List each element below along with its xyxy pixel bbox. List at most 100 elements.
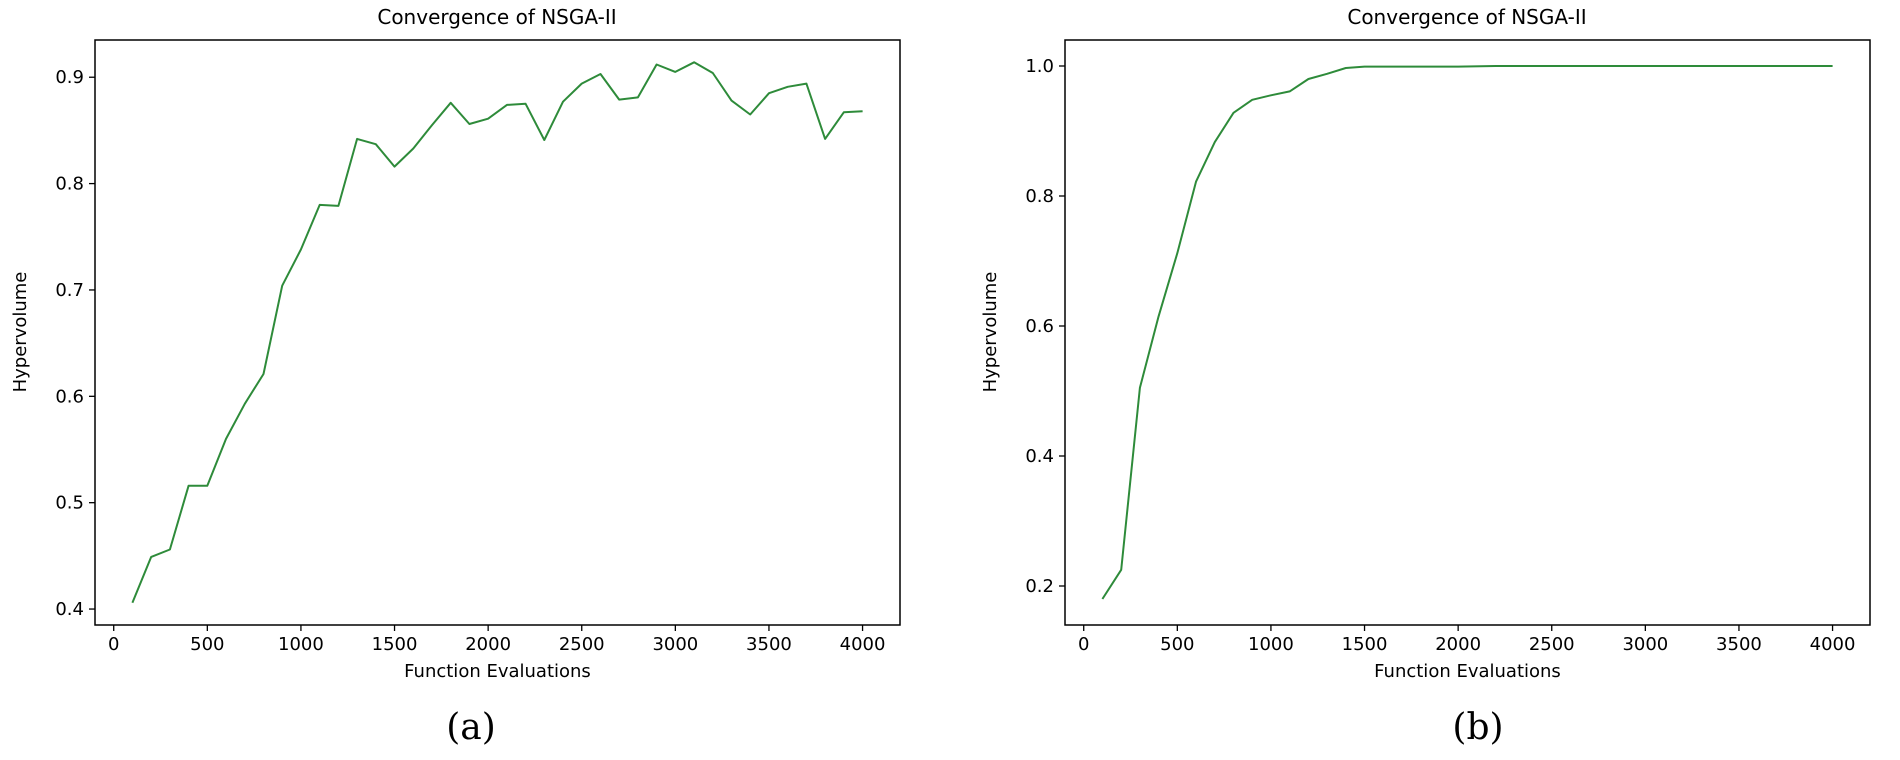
plot-area-frame bbox=[1064, 39, 1871, 626]
x-tick-label: 3500 bbox=[746, 634, 792, 655]
hypervolume-data-point bbox=[506, 104, 508, 106]
hypervolume-data-point bbox=[375, 143, 377, 145]
hypervolume-data-point bbox=[188, 485, 190, 487]
hypervolume-data-point bbox=[862, 110, 864, 112]
hypervolume-series-line bbox=[1101, 65, 1833, 600]
hypervolume-data-point bbox=[281, 285, 283, 287]
y-tick-label: 0.6 bbox=[1025, 316, 1054, 337]
chart-title: Convergence of NSGA-II bbox=[1347, 5, 1586, 29]
hypervolume-data-point bbox=[1495, 65, 1497, 67]
x-axis-label: Function Evaluations bbox=[1374, 661, 1561, 682]
x-tick-label: 2500 bbox=[559, 634, 605, 655]
hypervolume-data-point bbox=[319, 204, 321, 206]
hypervolume-data-point bbox=[712, 72, 714, 74]
x-tick-label: 500 bbox=[1160, 634, 1194, 655]
hypervolume-data-point bbox=[1289, 90, 1291, 92]
hypervolume-data-point bbox=[1345, 67, 1347, 69]
hypervolume-data-point bbox=[1139, 387, 1141, 389]
x-tick-label: 2000 bbox=[465, 634, 511, 655]
hypervolume-data-point bbox=[1158, 315, 1160, 317]
hypervolume-data-point bbox=[843, 111, 845, 113]
hypervolume-data-point bbox=[1176, 252, 1178, 254]
hypervolume-data-point bbox=[244, 403, 246, 405]
hypervolume-data-point bbox=[1307, 78, 1309, 80]
hypervolume-data-point bbox=[262, 373, 264, 375]
hypervolume-data-point bbox=[1551, 65, 1553, 67]
hypervolume-data-point bbox=[618, 99, 620, 101]
hypervolume-data-point bbox=[805, 83, 807, 85]
hypervolume-data-point bbox=[674, 71, 676, 73]
y-tick-label: 0.6 bbox=[55, 386, 84, 407]
y-tick-label: 0.7 bbox=[55, 280, 84, 301]
x-tick-label: 4000 bbox=[840, 634, 886, 655]
hypervolume-data-point bbox=[1738, 65, 1740, 67]
hypervolume-data-point bbox=[1420, 66, 1422, 68]
y-tick-label: 0.2 bbox=[1025, 576, 1054, 597]
hypervolume-data-point bbox=[450, 102, 452, 104]
hypervolume-data-point bbox=[206, 485, 208, 487]
hypervolume-data-point bbox=[356, 138, 358, 140]
chart-panel-b: Convergence of NSGA-II 0 500 1000 1500 2000 25… bbox=[950, 0, 1900, 760]
x-tick-label: 0 bbox=[108, 634, 119, 655]
hypervolume-data-point bbox=[1457, 66, 1459, 68]
hypervolume-data-point bbox=[768, 92, 770, 94]
x-tick-label: 0 bbox=[1078, 634, 1089, 655]
hypervolume-data-point bbox=[1832, 65, 1834, 67]
hypervolume-data-point bbox=[581, 83, 583, 85]
x-tick-label: 4000 bbox=[1810, 634, 1856, 655]
hypervolume-data-point bbox=[562, 101, 564, 103]
hypervolume-data-point bbox=[1120, 569, 1122, 571]
hypervolume-series-line bbox=[131, 61, 863, 604]
chart-panel-a: Convergence of NSGA-II 0 500 1000 1500 2000 25… bbox=[10, 5, 901, 682]
hypervolume-data-point bbox=[394, 166, 396, 168]
hypervolume-data-point bbox=[1101, 598, 1103, 600]
x-tick-label: 3500 bbox=[1716, 634, 1762, 655]
hypervolume-data-point bbox=[824, 138, 826, 140]
hypervolume-data-point bbox=[1326, 73, 1328, 75]
hypervolume-data-point bbox=[599, 73, 601, 75]
hypervolume-data-point bbox=[749, 113, 751, 115]
hypervolume-data-point bbox=[412, 147, 414, 149]
x-tick-label: 2500 bbox=[1529, 634, 1575, 655]
x-tick-label: 2000 bbox=[1435, 634, 1481, 655]
x-tick-label: 1500 bbox=[372, 634, 418, 655]
hypervolume-data-point bbox=[525, 103, 527, 105]
hypervolume-data-point bbox=[1270, 94, 1272, 96]
hypervolume-data-point bbox=[1214, 141, 1216, 143]
y-tick-label: 0.8 bbox=[1025, 186, 1054, 207]
hypervolume-data-point bbox=[731, 100, 733, 102]
y-tick-label: 0.5 bbox=[55, 493, 84, 514]
x-tick-label: 3000 bbox=[1622, 634, 1668, 655]
hypervolume-data-point bbox=[150, 556, 152, 558]
chart-b-svg: Convergence of NSGA-II 0 500 1000 1500 2000 25… bbox=[980, 5, 1871, 682]
y-axis-label: Hypervolume bbox=[10, 272, 31, 393]
hypervolume-data-point bbox=[337, 205, 339, 207]
hypervolume-data-point bbox=[431, 124, 433, 126]
hypervolume-data-point bbox=[468, 123, 470, 125]
x-tick-label: 3000 bbox=[652, 634, 698, 655]
hypervolume-data-point bbox=[1195, 181, 1197, 183]
x-tick-label: 1000 bbox=[1248, 634, 1294, 655]
hypervolume-data-point bbox=[1232, 112, 1234, 114]
hypervolume-data-point bbox=[543, 139, 545, 141]
panel-label-a: (a) bbox=[446, 707, 496, 748]
y-tick-label: 0.9 bbox=[55, 67, 84, 88]
hypervolume-data-point bbox=[225, 438, 227, 440]
hypervolume-data-point bbox=[637, 96, 639, 98]
hypervolume-data-point bbox=[787, 86, 789, 88]
panel-label-b: (b) bbox=[1452, 707, 1504, 748]
x-tick-label: 1000 bbox=[278, 634, 324, 655]
chart-title: Convergence of NSGA-II bbox=[377, 5, 616, 29]
y-tick-label: 1.0 bbox=[1025, 56, 1054, 77]
plot-area-frame bbox=[94, 39, 901, 626]
x-tick-label: 1500 bbox=[1342, 634, 1388, 655]
x-tick-label: 500 bbox=[190, 634, 224, 655]
hypervolume-data-point bbox=[1251, 99, 1253, 101]
y-axis-label: Hypervolume bbox=[980, 272, 1001, 393]
chart-a-svg: Convergence of NSGA-II 0 500 1000 1500 2000 25… bbox=[10, 5, 901, 682]
hypervolume-data-point bbox=[1382, 66, 1384, 68]
hypervolume-data-point bbox=[487, 118, 489, 120]
y-tick-label: 0.8 bbox=[55, 174, 84, 195]
hypervolume-data-point bbox=[1644, 65, 1646, 67]
x-axis-label: Function Evaluations bbox=[404, 661, 591, 682]
